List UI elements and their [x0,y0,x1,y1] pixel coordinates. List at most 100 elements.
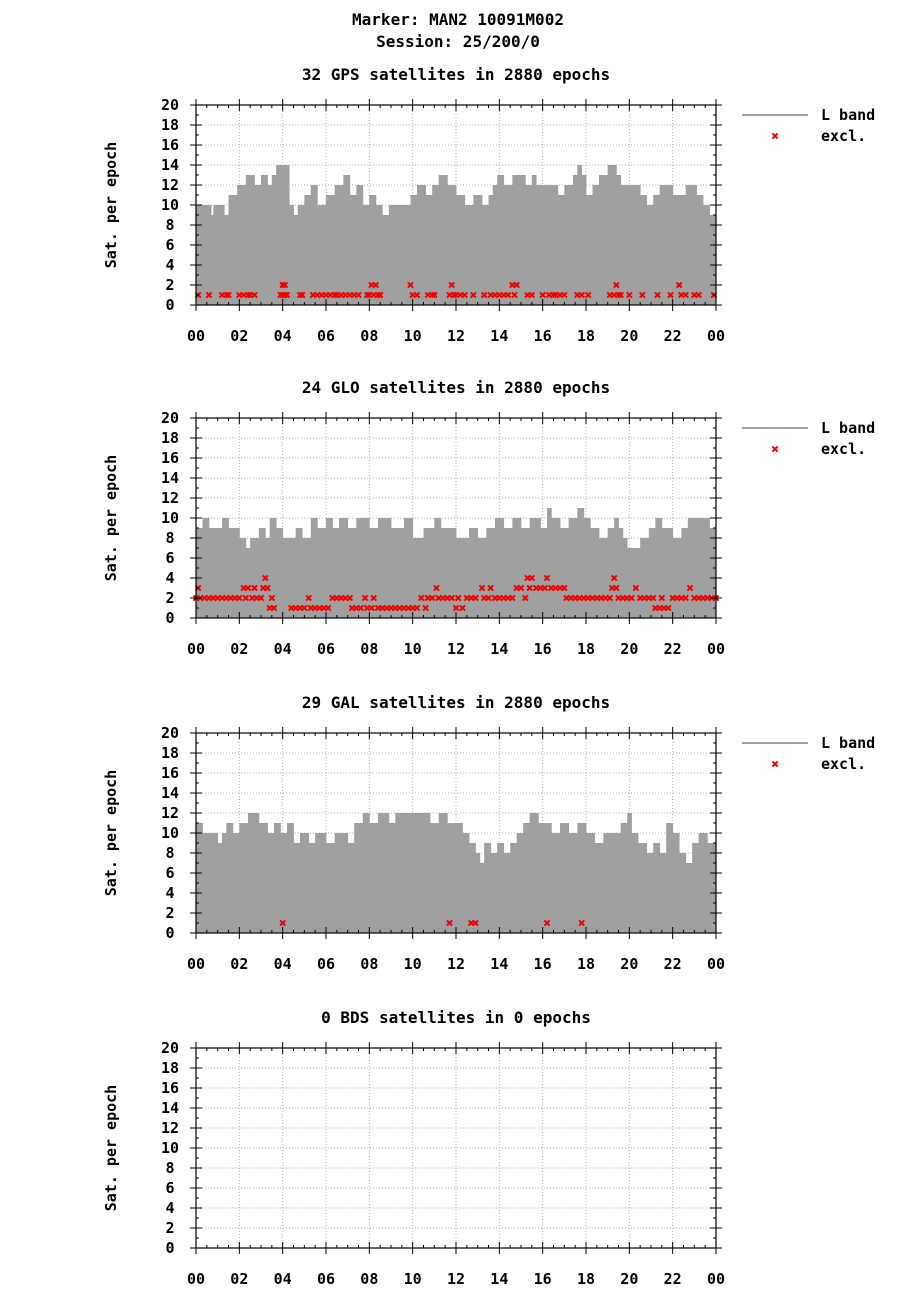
excl-marker [368,604,375,612]
sat-count-bar [497,175,505,305]
excl-marker [418,594,425,602]
excl-marker [541,584,549,592]
excl-marker [283,291,291,299]
sat-count-bar [434,518,442,618]
sat-count-bar [599,538,609,618]
sat-count-bar [232,833,240,933]
sat-count-bar [362,813,370,933]
sat-count-bar [586,195,593,305]
y-tick-label: 16 [161,449,179,467]
sat-count-bar [209,528,223,618]
y-tick-label: 0 [165,924,174,942]
y-tick-label: 6 [165,236,174,254]
sat-count-bar [391,528,405,618]
excl-marker [244,584,252,592]
excl-marker [448,594,455,602]
sat-count-bar [349,195,357,305]
sat-count-bar [334,833,349,933]
session-title: Session: 25/200/0 [376,32,540,51]
sat-count-bar [269,518,277,618]
sat-count-bar [378,813,390,933]
x-tick-label: 06 [317,955,335,973]
y-tick-label: 10 [161,824,179,842]
sat-count-bar [250,538,260,618]
sat-count-bar [456,195,466,305]
sat-count-bar [681,528,689,618]
excl-marker [584,291,592,299]
sat-count-bar [620,823,628,933]
sat-count-bar [510,843,518,933]
sat-count-bar [258,528,266,618]
excl-marker [472,919,479,927]
x-tick-label: 18 [577,640,595,658]
excl-marker [649,594,657,602]
sat-count-bar [369,823,379,933]
sat-count-bar [222,518,229,618]
x-tick-label: 22 [664,640,682,658]
sat-count-bar [577,508,585,618]
sat-count-bar [438,813,448,933]
sat-count-bar [300,833,310,933]
sat-count-bar [378,518,392,618]
sat-count-bar [655,518,663,618]
sat-count-bar [217,843,223,933]
x-tick-label: 00 [707,1270,725,1288]
y-tick-label: 14 [161,469,179,487]
excl-marker [433,584,440,592]
sat-count-bar [308,843,316,933]
sat-count-bar [640,195,648,305]
excl-marker [205,291,213,299]
sat-count-bar [464,205,474,305]
y-tick-label: 12 [161,176,179,194]
x-tick-label: 10 [404,1270,422,1288]
x-tick-label: 10 [404,327,422,345]
x-tick-label: 16 [534,1270,552,1288]
excl-marker [262,574,269,582]
x-tick-label: 20 [620,1270,638,1288]
sat-count-bar [568,518,578,618]
sat-count-bar [607,165,617,305]
legend-excl-swatch [771,760,779,768]
excl-marker [522,594,529,602]
sat-count-bar [577,823,587,933]
sat-count-bar [196,205,212,305]
y-tick-label: 2 [165,589,174,607]
y-tick-label: 8 [165,1159,174,1177]
x-tick-label: 12 [447,640,465,658]
x-tick-label: 16 [534,955,552,973]
sat-count-bar [395,813,422,933]
sat-count-bar [362,205,370,305]
sat-count-bar [412,538,424,618]
sat-count-bar [614,518,619,618]
y-tick-label: 16 [161,764,179,782]
sat-count-bar [497,843,505,933]
sat-count-bar [523,823,531,933]
x-tick-label: 16 [534,327,552,345]
y-axis-label: Sat. per epoch [102,1085,120,1211]
sat-count-bar [590,528,600,618]
y-tick-label: 10 [161,509,179,527]
sat-count-bar [297,205,305,305]
sat-count-bar [339,518,349,618]
excl-marker [509,594,516,602]
y-tick-label: 20 [161,1039,179,1057]
sat-count-bar [302,538,312,618]
y-tick-label: 8 [165,844,174,862]
x-tick-label: 14 [490,955,508,973]
sat-count-bar [512,175,526,305]
sat-count-bar [447,185,457,305]
sat-count-bar [228,528,240,618]
y-tick-label: 8 [165,529,174,547]
sat-count-bar [503,528,513,618]
excl-marker [578,919,585,927]
excl-marker [528,291,536,299]
y-tick-label: 8 [165,216,174,234]
sat-count-bar [685,185,697,305]
excl-marker [675,281,683,289]
sat-count-bar [599,175,609,305]
excl-marker [658,594,666,602]
x-tick-label: 20 [620,327,638,345]
sat-count-bar [261,175,268,305]
chart-title: 32 GPS satellites in 2880 epochs [302,65,610,84]
